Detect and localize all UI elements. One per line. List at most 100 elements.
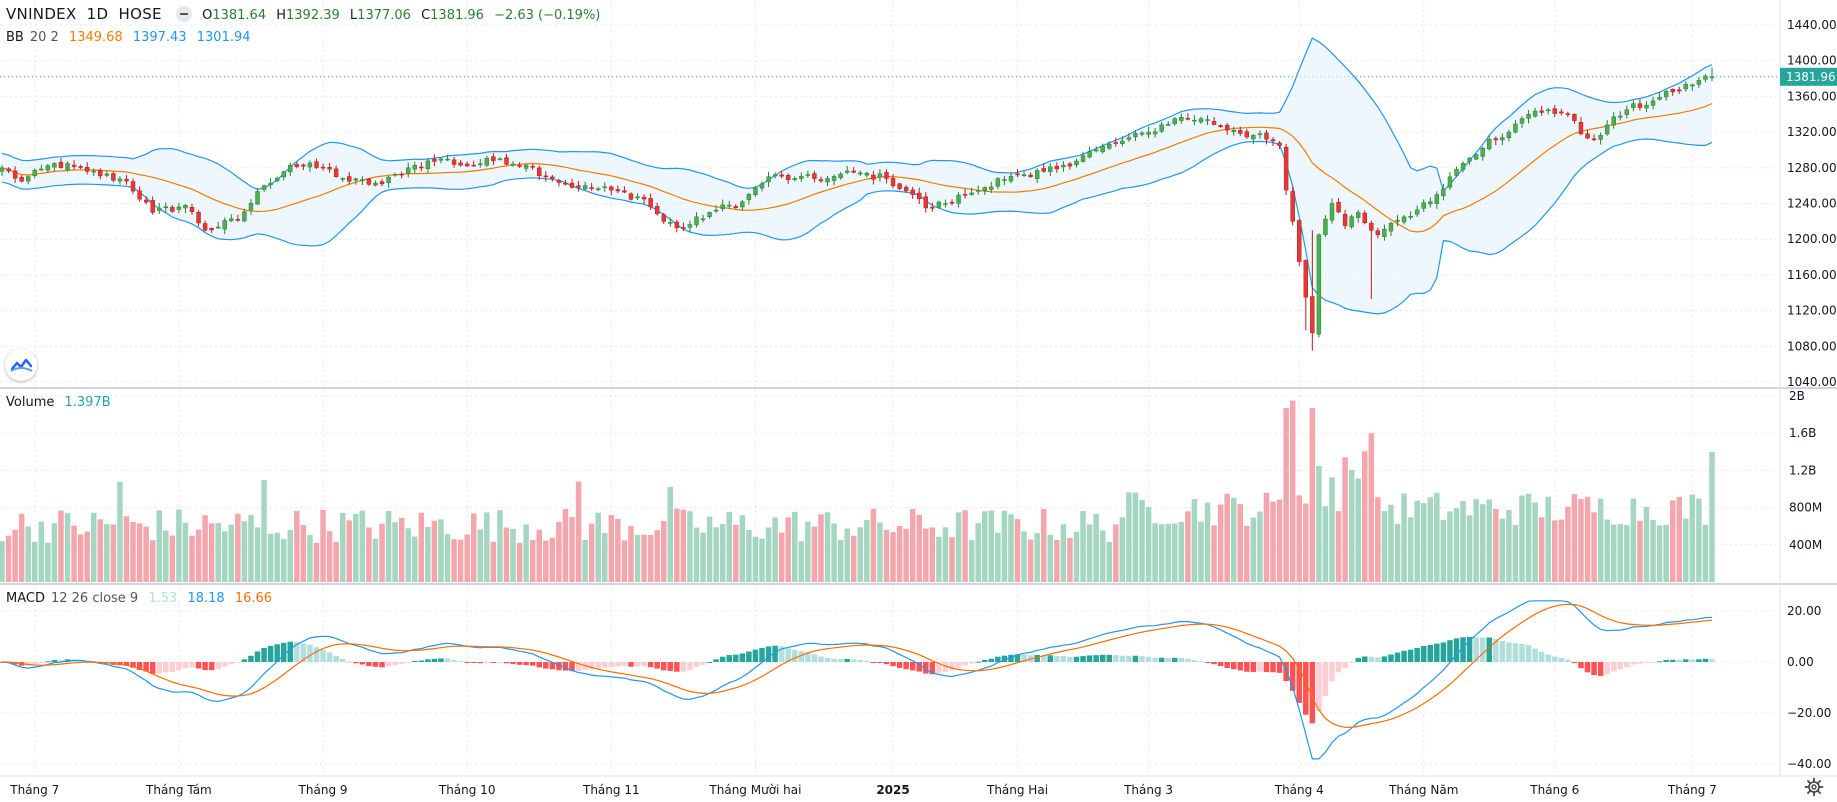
macd-histogram-bar xyxy=(1578,662,1584,669)
macd-histogram-bar xyxy=(818,656,824,662)
macd-histogram-bar xyxy=(1067,656,1073,662)
macd-histogram-bar xyxy=(739,653,746,662)
macd-histogram-bar xyxy=(569,662,575,672)
volume-bar xyxy=(1257,511,1263,582)
volume-bar xyxy=(1047,534,1054,582)
time-tick-label: Tháng 10 xyxy=(438,783,496,797)
time-axis[interactable]: Tháng 7 Tháng Tám Tháng 9 Tháng 10 Tháng 11 T… xyxy=(9,783,1717,797)
volume-bar xyxy=(477,529,484,582)
volume-bar xyxy=(307,534,313,582)
volume-bar xyxy=(896,525,903,582)
candle-body xyxy=(1329,203,1335,221)
interval-label[interactable]: 1D xyxy=(86,5,109,23)
candle-body xyxy=(1297,220,1302,262)
bb-upper-line xyxy=(1,37,1713,193)
macd-histogram-bar xyxy=(241,659,248,662)
candle-body xyxy=(635,196,640,199)
macd-histogram-bar xyxy=(1493,639,1499,662)
macd-histogram-bar xyxy=(1126,655,1132,662)
volume-bar xyxy=(752,536,759,582)
macd-histogram-bar xyxy=(654,662,660,669)
candle-body xyxy=(622,190,627,193)
candle-body xyxy=(91,170,96,173)
volume-bar xyxy=(222,531,228,582)
candle-body xyxy=(517,165,522,167)
candle-body xyxy=(818,179,824,182)
candle-body xyxy=(962,194,968,196)
macd-histogram-bar xyxy=(1021,654,1027,662)
volume-bar xyxy=(1440,519,1447,582)
candle-body xyxy=(1414,209,1420,215)
macd-histogram-bar xyxy=(1257,662,1263,672)
volume-bar xyxy=(418,512,425,582)
candle-body xyxy=(130,181,136,192)
gear-icon[interactable] xyxy=(1804,777,1824,797)
macd-legend[interactable]: MACD 12 26 close 9 1.53 18.18 16.66 xyxy=(6,591,278,607)
collapse-legend-button[interactable] xyxy=(175,5,192,22)
macd-histogram-bar xyxy=(1434,643,1440,662)
volume-bar xyxy=(1211,525,1217,582)
candle-body xyxy=(694,216,699,226)
macd-histogram-bar xyxy=(254,651,261,662)
macd-histogram-bar xyxy=(962,662,968,666)
volume-bar xyxy=(1132,492,1139,582)
price-tick-label: 1120.00 xyxy=(1787,304,1837,318)
macd-histogram-bar xyxy=(719,656,726,662)
candle-body xyxy=(1257,133,1263,135)
candle-body xyxy=(746,194,752,201)
macd-histogram-bar xyxy=(1073,656,1080,662)
volume-bar xyxy=(156,510,162,582)
time-tick-label: Tháng 7 xyxy=(1667,783,1717,797)
macd-histogram-bar xyxy=(916,662,922,672)
volume-bar xyxy=(1178,521,1185,582)
macd-histogram-bar xyxy=(1132,655,1139,662)
volume-bar xyxy=(470,513,477,582)
candle-body xyxy=(379,181,385,185)
candle-body xyxy=(1021,174,1027,176)
macd-histogram-bar xyxy=(706,661,713,663)
candle-body xyxy=(314,161,319,168)
volume-bar xyxy=(1552,520,1558,582)
bollinger-legend[interactable]: BB 20 2 1349.68 1397.43 1301.94 xyxy=(6,30,257,46)
macd-histogram-bar xyxy=(215,662,221,670)
macd-histogram-bar xyxy=(222,662,228,667)
price-candles[interactable] xyxy=(0,67,1715,351)
macd-histogram-bar xyxy=(700,662,706,665)
price-axis[interactable]: 1040.00 1080.00 1120.00 1160.00 1200.00 1240.… xyxy=(1787,18,1837,771)
symbol-label[interactable]: VNINDEX xyxy=(6,5,77,23)
candle-body xyxy=(733,206,739,209)
candle-body xyxy=(589,187,594,189)
volume-bar xyxy=(798,541,805,582)
volume-bar xyxy=(1407,517,1414,582)
candle-body xyxy=(471,164,476,167)
open-value: 1381.64 xyxy=(212,8,267,23)
volume-bar xyxy=(333,541,339,582)
macd-histogram-bar xyxy=(1113,655,1119,662)
candle-body xyxy=(1355,212,1361,218)
candle-body xyxy=(1198,118,1204,123)
macd-histogram-bar xyxy=(1191,660,1198,662)
candle-body xyxy=(779,174,784,177)
volume-bar xyxy=(143,526,149,582)
macd-histogram-bar xyxy=(1552,656,1558,662)
macd-histogram-bar xyxy=(1047,655,1054,662)
macd-histogram-bar xyxy=(798,651,805,662)
macd-histogram-bar xyxy=(864,660,870,662)
macd-histogram-bar xyxy=(392,662,398,665)
candle-body xyxy=(1696,80,1702,85)
volume-legend[interactable]: Volume 1.397B xyxy=(6,395,117,411)
volume-bars[interactable] xyxy=(0,400,1715,582)
volume-bar xyxy=(208,523,215,582)
candle-body xyxy=(1683,84,1689,90)
macd-histogram-bar xyxy=(608,662,615,668)
tradingview-logo-icon[interactable] xyxy=(5,349,37,381)
volume-bar xyxy=(464,534,470,582)
macd-histogram-bar xyxy=(687,662,693,671)
time-tick-label: Tháng 3 xyxy=(1123,783,1173,797)
macd-panel[interactable] xyxy=(0,600,1715,760)
volume-bar xyxy=(215,522,221,582)
volume-bar xyxy=(444,534,451,582)
candle-body xyxy=(1238,130,1243,134)
macd-histogram-bar xyxy=(1597,662,1604,676)
